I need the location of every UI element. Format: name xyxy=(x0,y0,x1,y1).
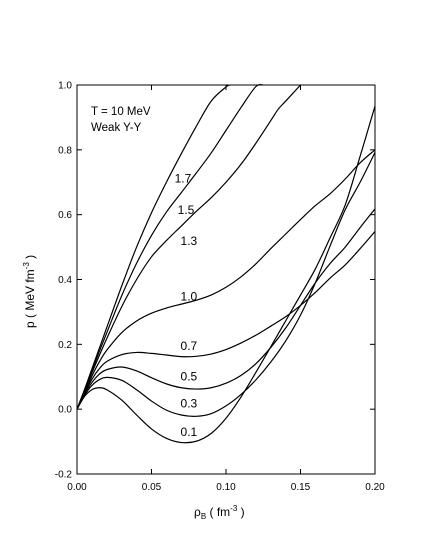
y-tick-label: 0.0 xyxy=(58,405,72,416)
y-tick-label: 1.0 xyxy=(58,81,72,92)
annotation-interaction: Weak Y-Y xyxy=(91,122,142,134)
y-tick-label: 0.4 xyxy=(58,275,72,286)
x-axis-label: ρB ( fm-3 ) xyxy=(194,504,245,521)
y-axis-label-main: p ( MeV fm xyxy=(23,269,37,328)
axis-ticks: 0.00 0.05 0.10 0.15 0.20 -0.2 0.0 0.2 0.4 0.6 0.8 1… xyxy=(55,81,385,494)
y-tick-label: 0.2 xyxy=(58,340,72,351)
annotation-temperature: T = 10 MeV xyxy=(91,106,151,118)
curve-label-0-1: 0.1 xyxy=(181,425,198,439)
curve-label-1-7: 1.7 xyxy=(175,171,192,185)
x-axis-label-close: ) xyxy=(237,505,244,519)
x-tick-label: 0.00 xyxy=(67,482,87,493)
y-tick-label: -0.2 xyxy=(55,470,73,481)
y-tick-label: 0.6 xyxy=(58,210,72,221)
series-line-1-5 xyxy=(76,83,264,410)
series-line-1-3 xyxy=(76,84,301,410)
curve-label-1-5: 1.5 xyxy=(178,203,195,217)
curve-label-0-5: 0.5 xyxy=(181,370,198,384)
x-tick-label: 0.20 xyxy=(365,482,385,493)
series-line-0-7 xyxy=(76,231,376,410)
x-tick-label: 0.10 xyxy=(216,482,236,493)
series-line-0-1 xyxy=(76,105,376,444)
curve-label-1-0: 1.0 xyxy=(181,290,198,304)
curve-label-0-3: 0.3 xyxy=(181,397,198,411)
series-line-0-3 xyxy=(76,152,376,417)
y-axis-label-close: ) xyxy=(23,255,37,262)
plot-frame xyxy=(76,84,376,475)
x-axis-label-sup: -3 xyxy=(230,504,238,513)
x-axis-label-main: ρ xyxy=(194,505,201,519)
y-axis-label: p ( MeV fm-3 ) xyxy=(22,255,37,328)
series-line-1-0 xyxy=(76,149,376,410)
series-line-1-7 xyxy=(76,84,231,410)
x-tick-label: 0.05 xyxy=(142,482,162,493)
x-axis-label-rest: ( fm xyxy=(206,505,230,519)
series-line-0-5 xyxy=(76,208,376,410)
x-tick-label: 0.15 xyxy=(291,482,311,493)
series-curves xyxy=(76,83,376,444)
curve-labels: 0.1 0.3 0.5 0.7 1.0 1.3 1.5 1.7 xyxy=(175,171,198,439)
curve-label-1-3: 1.3 xyxy=(181,234,198,248)
curve-label-0-7: 0.7 xyxy=(181,339,198,353)
x-axis-label-sub: B xyxy=(201,512,206,521)
y-axis-label-sup: -3 xyxy=(22,262,31,270)
y-tick-label: 0.8 xyxy=(58,145,72,156)
